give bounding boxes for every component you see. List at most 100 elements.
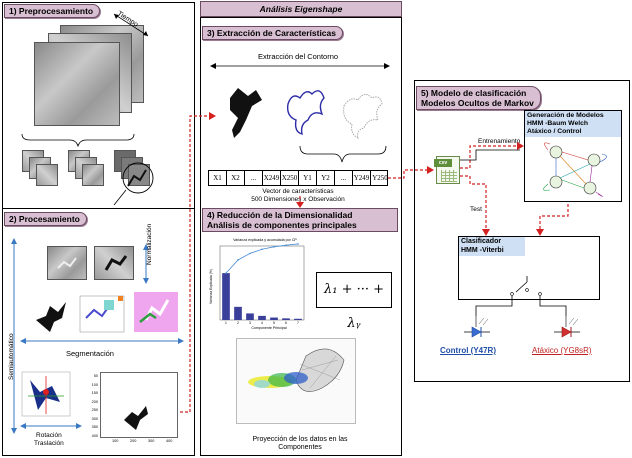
vector-cell: Y2 (317, 171, 335, 185)
vector-caption-line1: Vector de características (262, 188, 334, 195)
classifier-box: Clasificador HMM -Viterbi (458, 236, 600, 300)
pca-cumulative-point (273, 246, 275, 248)
vector-cell: Y249 (353, 171, 371, 185)
plot-x-tick: 300 (148, 439, 155, 443)
segmentation-label: Segmentación (66, 349, 114, 358)
pca-bar (246, 313, 254, 320)
pca-bar (222, 273, 230, 320)
section2-header-label: 2) Procesamiento (9, 214, 80, 224)
plot-y-tick: 400 (91, 434, 98, 438)
vector-cell: X250 (281, 171, 299, 185)
classifier-line1: Clasificador (461, 238, 502, 245)
title-label: Análisis Eigenshape (259, 4, 343, 14)
pca-x-tick: 1 (225, 321, 227, 325)
section4-header-line1: 4) Reducción de la Dimensionalidad (207, 210, 353, 220)
contour-label: Extracción del Contorno (258, 52, 338, 61)
plot-x-tick: 400 (166, 439, 173, 443)
pca-cumulative-point (225, 272, 227, 274)
pca-chart: Varianza explicada y acumulada por CP Va… (206, 238, 308, 334)
small-frame-a3 (36, 164, 58, 186)
training-label-text: Entrenamiento (478, 138, 521, 145)
control-label-text: Control (Y47R) (440, 346, 496, 355)
pca-x-label: Componente Principal (251, 326, 287, 330)
pca-axes-frame (219, 245, 305, 321)
section4-header-line2: Análisis de componentes principales (207, 220, 357, 230)
pca-chart-title: Varianza explicada y acumulada por CP (233, 238, 297, 242)
projection-caption-line2: Componentes (278, 444, 322, 451)
plot-y-tick: 150 (91, 391, 98, 396)
section3-header: 3) Extracción de Características (202, 26, 343, 40)
rotation-label: Rotación Traslación (34, 432, 64, 447)
model-generation-box: Generación de Modelos HMM -Baum Welch At… (524, 110, 622, 202)
title-bar: Análisis Eigenshape (200, 1, 402, 17)
projection-caption: Proyección de los datos en las Component… (220, 436, 380, 452)
pca-cumulative-point (297, 243, 299, 245)
lambda-formula: λ₁ + ··· + λᵧ (323, 282, 385, 331)
plot-y-tick: 250 (91, 408, 98, 413)
projection-caption-line1: Proyección de los datos en las (252, 436, 348, 443)
vector-cell: X249 (263, 171, 281, 185)
model-gen-line1: Generación de Modelos (527, 112, 604, 119)
plot-y-ticks: 50 100 150 200 250 300 350 400 (86, 372, 99, 438)
vector-caption-line2: 500 Dimensiones x Observación (251, 195, 345, 203)
feature-vector: X1 X2... X249 X250 Y1 Y2... Y249 Y250 (208, 170, 388, 186)
lambda-box: λ₁ + ··· + λᵧ (316, 272, 392, 331)
ataxic-label-text: Atáxico (YG8sR) (532, 346, 592, 355)
model-gen-line3: Atáxico / Control (527, 128, 582, 135)
csv-label: csv (438, 160, 448, 166)
pca-cumulative-point (237, 259, 239, 261)
cell-image-normalized (94, 246, 134, 280)
plot-x-ticks: 100 200 300 400 (100, 439, 178, 447)
vector-cell: ... (245, 171, 263, 185)
model-gen-line2: HMM -Baum Welch (527, 120, 589, 127)
frame-stack-1 (34, 42, 120, 126)
pca-x-tick: 3 (249, 321, 251, 325)
section5-header-line2: Modelos Ocultos de Markov (421, 98, 534, 108)
test-label-text: Test (470, 206, 482, 213)
section4-header: 4) Reducción de la Dimensionalidad Análi… (202, 208, 398, 232)
section1-header-label: 1) Preprocesamiento (9, 6, 94, 16)
vector-cell: Y1 (299, 171, 317, 185)
pca-bar (294, 318, 302, 320)
section2-header: 2) Procesamiento (4, 212, 87, 226)
plot-y-tick: 100 (91, 382, 98, 387)
ataxic-label: Atáxico (YG8sR) (532, 346, 592, 355)
pca-bar (270, 317, 278, 320)
rotation-label-line2: Traslación (34, 439, 64, 447)
section3-header-label: 3) Extracción de Características (207, 28, 336, 38)
pca-x-tick: 6 (285, 321, 287, 325)
pca-x-tick: 7 (297, 321, 299, 325)
pca-bar (282, 318, 290, 320)
plot-y-tick: 200 (91, 399, 98, 404)
small-frame-b3 (82, 164, 104, 186)
csv-file-icon: csv (434, 156, 460, 184)
pca-cumulative-point (249, 252, 251, 255)
plot-x-tick: 200 (130, 439, 137, 443)
section1-header: 1) Preprocesamiento (4, 4, 101, 18)
vector-caption: Vector de características 500 Dimensione… (228, 188, 368, 203)
vector-cell: ... (335, 171, 353, 185)
pca-cumulative-point (285, 244, 287, 246)
classifier-line2: HMM -Viterbi (461, 246, 504, 254)
pca-x-tick: 5 (273, 321, 275, 325)
rotation-label-line1: Rotación (36, 432, 62, 439)
segmentation-label-text: Segmentación (66, 349, 114, 358)
plot-y-tick: 350 (91, 425, 98, 430)
vector-cell: X1 (209, 171, 227, 185)
